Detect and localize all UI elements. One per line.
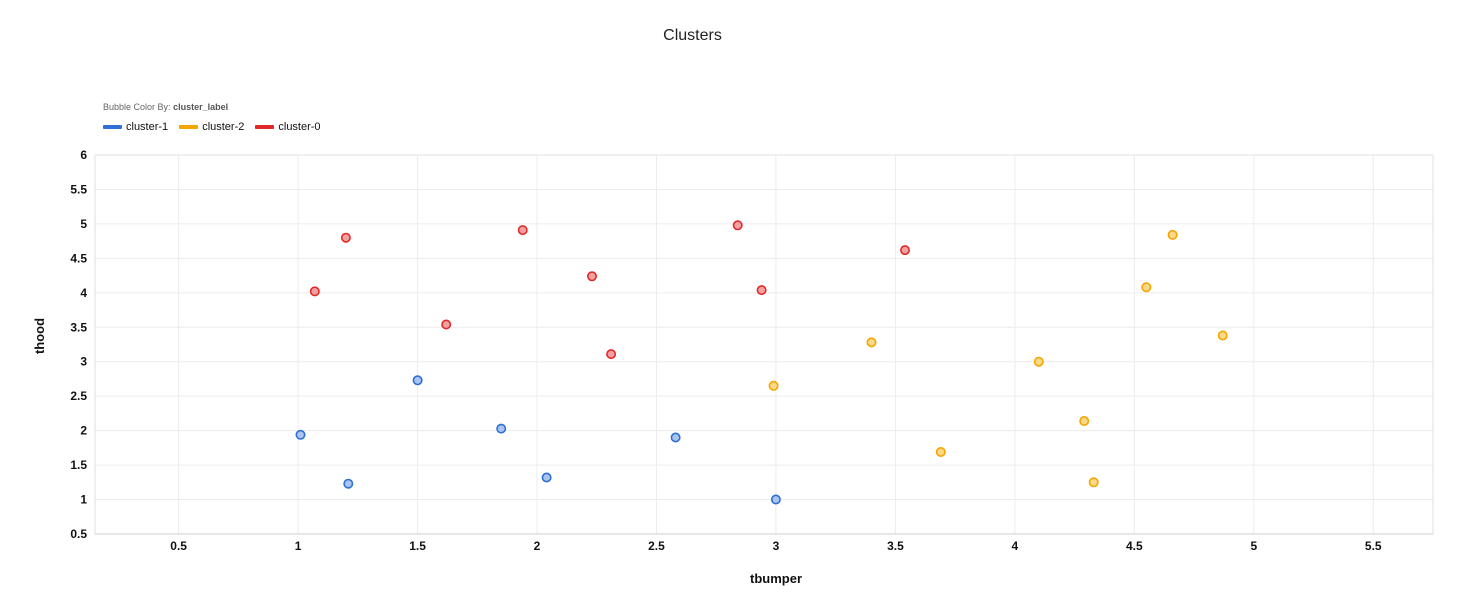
legend-item-cluster-1[interactable]: cluster-1 — [103, 121, 168, 133]
legend-label: cluster-0 — [278, 121, 321, 133]
x-tick-label: 5.5 — [1365, 539, 1382, 553]
data-point-cluster-0[interactable] — [899, 245, 910, 256]
x-tick-label: 1 — [295, 539, 302, 553]
data-point-cluster-2[interactable] — [1141, 282, 1152, 293]
plot-area-border — [94, 154, 1434, 535]
x-axis-label: tbumper — [750, 571, 802, 586]
y-tick-label: 4 — [80, 286, 87, 300]
color-by-field: cluster_label — [173, 102, 229, 112]
x-axis-ticks: 0.5 1 1.5 2 2.5 3 3.5 4 4.5 5 5.5 — [170, 539, 1382, 553]
x-tick-label: 4.5 — [1126, 539, 1143, 553]
data-point-cluster-0[interactable] — [340, 232, 351, 243]
data-point-cluster-2[interactable] — [1033, 356, 1044, 367]
data-point-cluster-2[interactable] — [1088, 477, 1099, 488]
data-point-cluster-1[interactable] — [496, 423, 507, 434]
data-point-cluster-2[interactable] — [1217, 330, 1228, 341]
x-tick-label: 2.5 — [648, 539, 665, 553]
y-tick-label: 5 — [80, 217, 87, 231]
y-tick-label: 5.5 — [70, 182, 87, 196]
data-point-cluster-2[interactable] — [935, 446, 946, 457]
data-point-cluster-0[interactable] — [732, 220, 743, 231]
y-tick-label: 2.5 — [70, 389, 87, 403]
x-tick-label: 0.5 — [170, 539, 187, 553]
data-point-cluster-0[interactable] — [309, 286, 320, 297]
data-point-cluster-1[interactable] — [670, 432, 681, 443]
data-point-cluster-0[interactable] — [756, 285, 767, 296]
legend-swatch — [179, 125, 199, 129]
legend-item-cluster-0[interactable]: cluster-0 — [255, 121, 321, 133]
chart-title: Clusters — [663, 27, 722, 44]
data-point-cluster-0[interactable] — [586, 271, 597, 282]
data-point-cluster-0[interactable] — [517, 225, 528, 236]
x-tick-label: 1.5 — [409, 539, 426, 553]
legend-swatch — [255, 125, 275, 129]
data-point-cluster-2[interactable] — [866, 337, 877, 348]
x-tick-label: 3 — [773, 539, 780, 553]
y-tick-label: 1.5 — [70, 458, 87, 472]
data-point-cluster-1[interactable] — [770, 494, 781, 505]
legend-caption: Bubble Color By: cluster_label — [103, 102, 228, 112]
plot-frame — [94, 154, 1434, 535]
y-tick-label: 4.5 — [70, 251, 87, 265]
data-points — [295, 220, 1228, 505]
y-tick-label: 3 — [80, 355, 87, 369]
y-tick-label: 0.5 — [70, 527, 87, 541]
legend-label: cluster-2 — [202, 121, 245, 133]
x-tick-label: 3.5 — [887, 539, 904, 553]
y-tick-label: 2 — [80, 424, 87, 438]
legend: cluster-1 cluster-2 cluster-0 — [103, 121, 321, 133]
x-tick-label: 5 — [1250, 539, 1257, 553]
data-point-cluster-0[interactable] — [606, 349, 617, 360]
x-tick-label: 4 — [1012, 539, 1019, 553]
y-tick-label: 6 — [80, 148, 87, 162]
data-point-cluster-2[interactable] — [768, 380, 779, 391]
data-point-cluster-2[interactable] — [1079, 415, 1090, 426]
data-point-cluster-1[interactable] — [412, 375, 423, 386]
data-point-cluster-2[interactable] — [1167, 229, 1178, 240]
y-axis-ticks: 0.5 1 1.5 2 2.5 3 3.5 4 4.5 5 5.5 6 — [70, 148, 87, 541]
y-axis-label: thood — [32, 318, 47, 354]
data-point-cluster-1[interactable] — [295, 429, 306, 440]
legend-label: cluster-1 — [126, 121, 169, 133]
data-point-cluster-1[interactable] — [541, 472, 552, 483]
y-tick-label: 1 — [80, 493, 87, 507]
gridlines — [95, 154, 1433, 535]
x-tick-label: 2 — [534, 539, 541, 553]
legend-swatch — [103, 125, 122, 129]
data-point-cluster-0[interactable] — [441, 319, 452, 330]
legend-item-cluster-2[interactable]: cluster-2 — [179, 121, 244, 133]
data-point-cluster-1[interactable] — [343, 478, 354, 489]
color-by-label: Bubble Color By: — [103, 102, 171, 112]
y-tick-label: 3.5 — [70, 320, 87, 334]
